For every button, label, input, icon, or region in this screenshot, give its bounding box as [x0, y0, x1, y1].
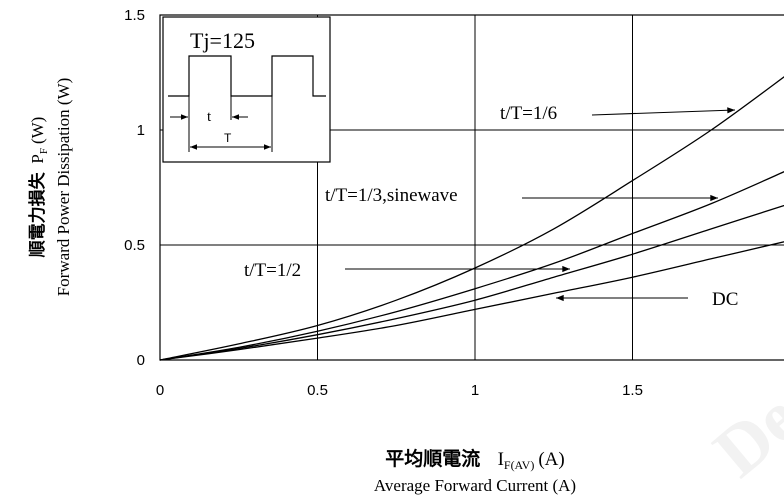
y-tick-labels: 0 0.5 1 1.5 — [124, 7, 145, 369]
plot-frame — [159, 14, 784, 361]
x-axis-title-cjk: 平均順電流 IF(AV) (A) — [385, 447, 564, 472]
annotation-arrow-1-6 — [591, 107, 736, 116]
y-tick-label: 1.5 — [124, 7, 145, 24]
inset-label-T: T — [224, 131, 232, 145]
inset-title: Tj=125 — [190, 28, 255, 53]
x-tick-label: 1 — [471, 382, 479, 399]
series-line-3 — [159, 241, 784, 361]
annotation-label-1-2: t/T=1/2 — [244, 260, 301, 281]
annotation-label-dc: DC — [712, 289, 738, 310]
annotation-label-1-6: t/T=1/6 — [500, 103, 557, 124]
x-axis-title-english: Average Forward Current (A) — [374, 476, 576, 495]
inset-box — [162, 16, 331, 163]
annotation-label-1-3-sinewave: t/T=1/3,sinewave — [325, 185, 458, 206]
inset-label-t: t — [207, 109, 212, 125]
series-lines — [159, 76, 784, 361]
watermark-text: De — [699, 377, 784, 492]
annotations: t/T=1/6 t/T=1/3,sinewave t/T=1/2 DC — [244, 103, 738, 310]
x-tick-labels: 00.511.52 — [156, 382, 643, 399]
series-line-1 — [159, 171, 784, 361]
y-axis-title-english: Forward Power Dissipation (W) — [54, 78, 73, 297]
inset-waveform: Tj=125 t T — [162, 16, 331, 163]
y-axis-title-cjk: 順電力損失 PF(W) — [27, 117, 50, 258]
series-line-2 — [159, 204, 784, 361]
y-tick-label: 0 — [137, 352, 145, 369]
x-tick-label: 1.5 — [622, 382, 643, 399]
y-tick-label: 0.5 — [124, 237, 145, 254]
x-tick-label: 0 — [156, 382, 164, 399]
waveform-pulse — [168, 55, 326, 97]
series-line-0 — [159, 76, 784, 361]
x-tick-label: 0.5 — [307, 382, 328, 399]
y-tick-label: 1 — [137, 122, 145, 139]
